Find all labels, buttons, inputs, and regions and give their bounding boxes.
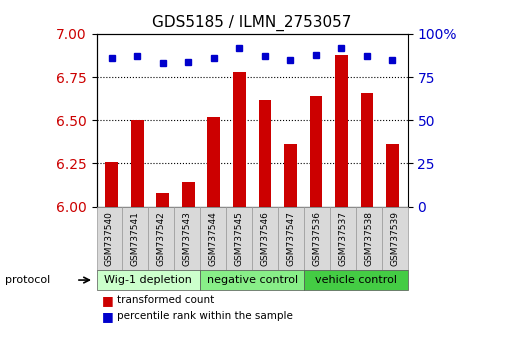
Bar: [259, 99, 271, 207]
Text: GSM737536: GSM737536: [312, 211, 322, 266]
Text: vehicle control: vehicle control: [315, 275, 397, 285]
Text: ■: ■: [102, 294, 113, 307]
Title: GDS5185 / ILMN_2753057: GDS5185 / ILMN_2753057: [152, 15, 352, 31]
Text: transformed count: transformed count: [117, 295, 214, 306]
Bar: [182, 182, 195, 207]
Text: GSM737541: GSM737541: [131, 211, 140, 266]
Bar: [386, 144, 399, 207]
Bar: [361, 93, 373, 207]
Bar: [106, 162, 118, 207]
Bar: [335, 55, 348, 207]
Bar: [309, 96, 322, 207]
Bar: [131, 120, 144, 207]
Bar: [233, 72, 246, 207]
Text: GSM737546: GSM737546: [261, 211, 270, 266]
Text: GSM737540: GSM737540: [105, 211, 114, 266]
Text: Wig-1 depletion: Wig-1 depletion: [105, 275, 192, 285]
Text: negative control: negative control: [207, 275, 298, 285]
Bar: [156, 193, 169, 207]
Text: ■: ■: [102, 310, 113, 323]
Text: GSM737547: GSM737547: [287, 211, 295, 266]
Text: GSM737542: GSM737542: [157, 211, 166, 266]
Text: protocol: protocol: [5, 275, 50, 285]
Text: GSM737545: GSM737545: [234, 211, 244, 266]
Bar: [284, 144, 297, 207]
Text: GSM737538: GSM737538: [364, 211, 373, 266]
Text: GSM737543: GSM737543: [183, 211, 192, 266]
Text: GSM737539: GSM737539: [390, 211, 399, 266]
Text: GSM737544: GSM737544: [209, 211, 218, 266]
Bar: [207, 117, 220, 207]
Text: GSM737537: GSM737537: [339, 211, 347, 266]
Text: percentile rank within the sample: percentile rank within the sample: [117, 311, 293, 321]
